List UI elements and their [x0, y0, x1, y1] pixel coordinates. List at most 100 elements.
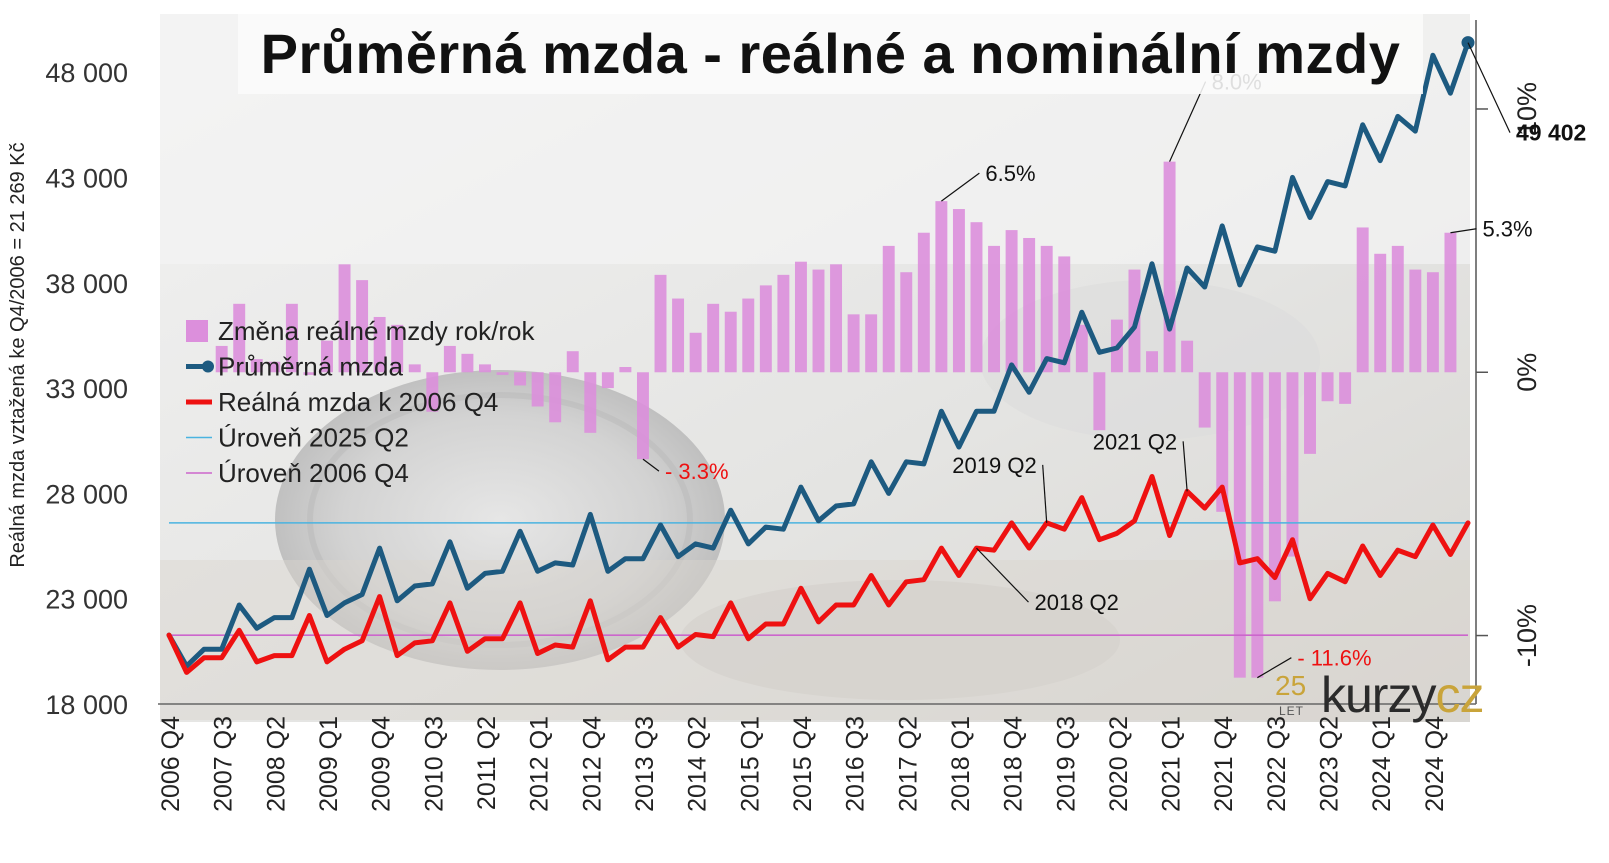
yoy-bar	[1181, 340, 1194, 373]
yoy-bar	[584, 372, 597, 433]
yoy-bar	[1023, 237, 1036, 373]
legend-label: Reálná mzda k 2006 Q4	[218, 387, 498, 417]
yoy-bar	[777, 274, 790, 373]
x-tick-label: 2024 Q1	[1368, 716, 1396, 812]
y-left-tick-label: 43 000	[45, 163, 128, 193]
yoy-bar	[356, 280, 369, 373]
yoy-bar	[426, 372, 439, 412]
legend-marker-nominal	[202, 360, 214, 373]
annotation-label: 2019 Q2	[952, 453, 1036, 478]
y-left-tick-label: 23 000	[45, 585, 128, 615]
y-left-tick-label: 28 000	[45, 479, 128, 509]
legend-label: Úroveň 2006 Q4	[218, 458, 409, 488]
logo-brand-suffix: cz	[1435, 667, 1484, 723]
annotation-label: 5.3%	[1482, 217, 1532, 242]
x-tick-label: 2013 Q3	[631, 716, 659, 812]
logo-let: LET	[1279, 704, 1305, 718]
annotation-label: 49 402	[1516, 120, 1586, 146]
yoy-bar	[952, 209, 965, 373]
annotation-leader	[1042, 464, 1048, 523]
x-tick-label: 2018 Q1	[947, 716, 975, 812]
yoy-bar	[1409, 269, 1422, 373]
yoy-bar	[443, 345, 456, 373]
yoy-bar	[707, 303, 720, 373]
annotation-label: - 11.6%	[1297, 646, 1371, 671]
y-right-tick-label: 0%	[1512, 353, 1542, 392]
yoy-bar	[900, 272, 913, 373]
x-tick-label: 2015 Q1	[736, 716, 764, 812]
yoy-bar	[830, 264, 843, 373]
yoy-bar	[1005, 230, 1018, 373]
yoy-bar	[303, 372, 316, 375]
x-tick-label: 2016 Q3	[842, 716, 870, 812]
annotation-leader	[642, 458, 660, 472]
yoy-bar	[373, 316, 386, 373]
logo-brand-name: kurzy	[1321, 667, 1436, 723]
x-tick-label: 2024 Q4	[1421, 716, 1449, 812]
yoy-bar	[759, 285, 772, 373]
x-tick-label: 2010 Q3	[420, 716, 448, 812]
x-tick-label: 2007 Q3	[210, 716, 238, 812]
x-tick-label: 2023 Q2	[1316, 716, 1344, 812]
title-background	[238, 14, 1423, 94]
yoy-bar	[882, 245, 895, 373]
x-tick-label: 2006 Q4	[157, 716, 185, 812]
legend-swatch-bars	[186, 320, 208, 342]
yoy-bar	[636, 372, 649, 460]
yoy-bar	[1093, 372, 1106, 431]
yoy-bar	[812, 269, 825, 373]
yoy-bar	[689, 332, 702, 373]
yoy-bar	[988, 245, 1001, 373]
x-tick-label: 2008 Q2	[262, 716, 290, 812]
nominal-wage-line	[166, 40, 1471, 669]
annotation-label: 2021 Q2	[1093, 429, 1177, 454]
logo-anniversary: 25	[1275, 670, 1307, 701]
yoy-bar	[531, 372, 544, 407]
yoy-bar	[794, 261, 807, 373]
yoy-bar	[514, 372, 527, 386]
yoy-bar	[408, 364, 421, 373]
yoy-bar	[1321, 372, 1334, 402]
annotation-label: 6.5%	[985, 161, 1035, 186]
yoy-bar	[496, 372, 509, 375]
yoy-bar	[250, 359, 263, 373]
legend-label: Změna reálné mzdy rok/rok	[218, 316, 535, 346]
yoy-bar	[654, 274, 667, 373]
yoy-bar	[549, 372, 562, 423]
yoy-bar	[1163, 161, 1176, 373]
y-left-tick-label: 48 000	[45, 58, 128, 88]
x-tick-label: 2017 Q2	[894, 716, 922, 812]
x-tick-label: 2022 Q3	[1263, 716, 1291, 812]
yoy-bar	[391, 324, 404, 373]
annotation-leader	[941, 172, 980, 202]
x-tick-label: 2018 Q4	[1000, 716, 1028, 812]
annotation-leader	[1467, 42, 1511, 133]
y-left-axis-title: Reálná mzda vztažená ke Q4/2006 = 21 269…	[7, 142, 29, 567]
yoy-bar	[917, 232, 930, 373]
yoy-bar	[672, 298, 685, 373]
yoy-bar	[724, 311, 737, 373]
annotation-leader	[1257, 657, 1292, 679]
x-tick-label: 2011 Q2	[473, 716, 501, 810]
yoy-bar	[619, 367, 632, 373]
yoy-bar	[338, 264, 351, 373]
yoy-bar	[1075, 324, 1088, 373]
yoy-bar	[1040, 245, 1053, 373]
y-left-tick-label: 18 000	[45, 690, 128, 720]
real-wage-line	[166, 474, 1471, 675]
yoy-bar	[268, 361, 281, 373]
yoy-bar	[566, 351, 579, 373]
yoy-bar	[935, 201, 948, 373]
legend-label: Úroveň 2025 Q2	[218, 423, 409, 453]
x-tick-label: 2021 Q4	[1210, 716, 1238, 812]
annotation-leader	[1182, 441, 1188, 492]
yoy-bar	[1304, 372, 1316, 454]
x-tick-label: 2009 Q4	[368, 716, 396, 812]
x-tick-label: 2021 Q1	[1158, 716, 1186, 812]
yoy-bar	[1198, 372, 1211, 428]
annotation-label: - 3.3%	[665, 459, 729, 484]
x-tick-label: 2020 Q2	[1105, 716, 1133, 812]
yoy-bar	[1391, 245, 1404, 373]
